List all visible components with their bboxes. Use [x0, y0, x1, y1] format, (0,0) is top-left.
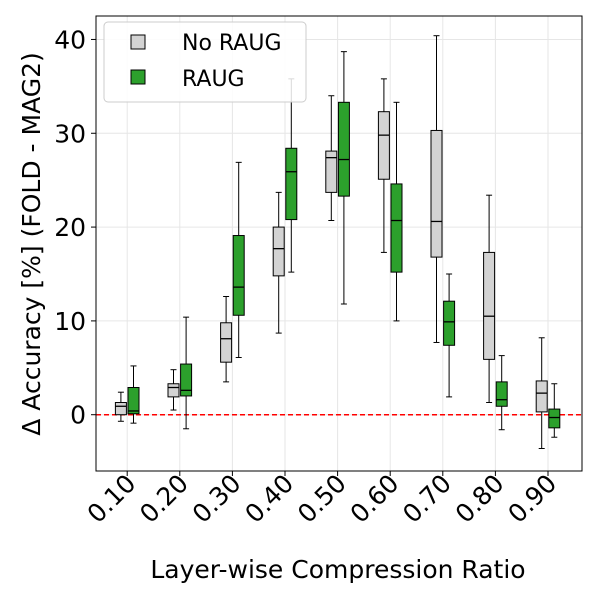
- box-iqr: [180, 363, 193, 397]
- box-no-raug-0.60: [377, 78, 390, 253]
- legend: No RAUG RAUG: [103, 21, 307, 103]
- box-iqr: [535, 380, 548, 413]
- legend-swatch-raug: [130, 69, 146, 85]
- box-raug-0.80: [495, 355, 508, 431]
- box-raug-0.70: [443, 273, 456, 398]
- x-tick-label: 0.90: [502, 469, 562, 529]
- box-no-raug-0.40: [272, 191, 285, 334]
- box-iqr: [272, 226, 285, 277]
- box-iqr: [114, 402, 127, 416]
- boxes: [114, 35, 561, 449]
- x-tick-label: 0.20: [134, 469, 194, 529]
- y-tick-label: 10: [54, 307, 86, 336]
- legend-frame: [103, 21, 307, 103]
- x-tick-label: 0.60: [345, 469, 405, 529]
- y-tick-label: 30: [54, 119, 86, 148]
- x-tick-label: 0.40: [239, 469, 299, 529]
- box-iqr: [390, 183, 403, 273]
- box-no-raug-0.70: [430, 35, 443, 343]
- box-raug-0.10: [127, 365, 140, 424]
- box-iqr: [220, 322, 233, 363]
- box-iqr: [430, 129, 443, 258]
- legend-swatch-no-raug: [130, 34, 146, 50]
- box-no-raug-0.50: [325, 95, 338, 222]
- box-iqr: [325, 150, 338, 193]
- x-tick-label: 0.50: [292, 469, 352, 529]
- box-iqr: [127, 387, 140, 415]
- legend-label-raug: RAUG: [182, 67, 245, 92]
- box-raug-0.50: [337, 51, 350, 305]
- box-iqr: [377, 111, 390, 180]
- box-raug-0.40: [285, 78, 298, 273]
- box-no-raug-0.80: [483, 194, 496, 404]
- x-tick-label: 0.80: [450, 469, 510, 529]
- box-iqr: [337, 101, 350, 197]
- box-no-raug-0.20: [167, 369, 180, 411]
- legend-label-no-raug: No RAUG: [182, 31, 282, 56]
- box-no-raug-0.10: [114, 391, 127, 422]
- box-no-raug-0.30: [220, 296, 233, 383]
- box-iqr: [167, 383, 180, 398]
- box-iqr: [232, 235, 245, 316]
- box-raug-0.60: [390, 101, 403, 322]
- x-tick-label: 0.70: [397, 469, 457, 529]
- x-tick-label: 0.10: [82, 469, 142, 529]
- x-axis-label: Layer-wise Compression Ratio: [150, 555, 525, 584]
- x-tick-label: 0.30: [187, 469, 247, 529]
- y-tick-label: 0: [70, 401, 86, 430]
- y-axis-label: Δ Accuracy [%] (FOLD - MAG2): [17, 52, 46, 436]
- y-tick-label: 40: [54, 25, 86, 54]
- box-no-raug-0.90: [535, 337, 548, 449]
- box-raug-0.30: [232, 161, 245, 358]
- box-iqr: [483, 251, 496, 360]
- box-raug-0.90: [548, 383, 561, 438]
- box-iqr: [548, 408, 561, 429]
- plot-frame: [95, 15, 583, 472]
- y-tick-label: 20: [54, 213, 86, 242]
- box-iqr: [495, 381, 508, 407]
- box-raug-0.20: [180, 316, 193, 430]
- box-iqr: [285, 147, 298, 221]
- box-iqr: [443, 300, 456, 346]
